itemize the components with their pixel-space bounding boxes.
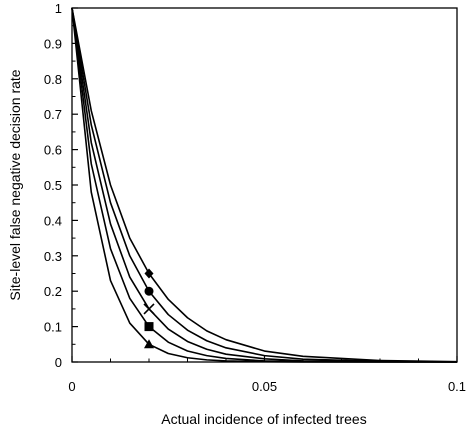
x-tick-label: 0 — [68, 379, 75, 394]
curve-diamond — [71, 7, 458, 363]
circle-marker — [144, 286, 154, 296]
y-tick-label: 0.8 — [44, 72, 62, 87]
diamond-marker — [144, 268, 154, 279]
x-tick-label: 0.05 — [252, 379, 277, 394]
curves-layer — [71, 7, 458, 363]
cross-marker — [143, 303, 155, 315]
triangle-marker — [144, 339, 154, 349]
y-tick-label: 0.5 — [44, 178, 62, 193]
y-tick-label: 0.9 — [44, 36, 62, 51]
y-tick-label: 1 — [55, 1, 62, 16]
y-tick-label: 0.1 — [44, 320, 62, 335]
ticks-layer — [71, 7, 458, 363]
y-tick-label: 0.6 — [44, 143, 62, 158]
y-tick-label: 0.7 — [44, 107, 62, 122]
curve-circle — [71, 7, 458, 363]
y-tick-label: 0.2 — [44, 284, 62, 299]
y-tick-label: 0.3 — [44, 249, 62, 264]
curve-cross — [71, 7, 458, 363]
plot-frame — [71, 7, 458, 363]
axes-layer — [71, 7, 458, 363]
y-axis-label: Site-level false negative decision rate — [7, 69, 23, 300]
square-marker — [144, 322, 154, 332]
y-tick-label: 0.4 — [44, 213, 62, 228]
y-tick-label: 0 — [55, 355, 62, 370]
tick-labels-layer: 0 0.05 0.1 0 0.1 0.2 0.3 0.4 0.5 0.6 0.7 0.8 0.9 1 — [44, 1, 466, 394]
x-axis-label: Actual incidence of infected trees — [161, 411, 366, 427]
curve-triangle — [71, 7, 457, 363]
curve-square — [71, 7, 457, 363]
markers-layer — [143, 268, 155, 349]
x-tick-label: 0.1 — [448, 379, 466, 394]
